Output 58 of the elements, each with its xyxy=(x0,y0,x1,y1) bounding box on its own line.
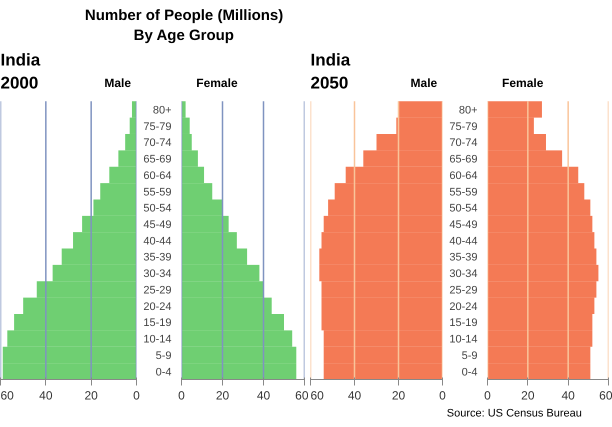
y-tick-label: 50-54 xyxy=(449,202,478,215)
y-tick-label: 0-4 xyxy=(462,366,478,378)
x-tick-label: 20 xyxy=(216,388,230,402)
y-tick-label: 15-19 xyxy=(143,317,172,330)
y-tick-label: 30-34 xyxy=(449,268,478,280)
series-label: Male xyxy=(410,76,438,90)
source-note: Source: US Census Bureau xyxy=(446,408,582,420)
x-tick-label: 60 xyxy=(310,388,324,402)
y-tick-label: 50-54 xyxy=(143,202,172,215)
y-tick-label: 45-49 xyxy=(449,219,478,231)
x-tick-label: 0 xyxy=(133,388,140,402)
x-tick-label: 40 xyxy=(39,388,53,402)
chart-title: India 2050 xyxy=(310,50,351,92)
y-tick-label: 0-4 xyxy=(156,366,172,378)
x-tick-label: 40 xyxy=(256,388,270,402)
y-tick-label: 65-69 xyxy=(143,154,172,166)
y-tick-label: 65-69 xyxy=(449,154,478,166)
x-tick-label: 0 xyxy=(178,388,186,402)
y-tick-label: 70-74 xyxy=(449,137,478,150)
x-tick-label: 0 xyxy=(484,388,492,402)
series-label: Male xyxy=(104,76,132,90)
y-tick-label: 25-29 xyxy=(143,284,172,296)
x-tick-label: 20 xyxy=(521,388,535,402)
y-tick-label: 35-39 xyxy=(449,252,478,264)
x-tick-label: 40 xyxy=(561,388,576,402)
y-tick-label: 75-79 xyxy=(449,120,478,133)
x-tick-label: 60 xyxy=(599,388,612,402)
x-tick-label: 0 xyxy=(439,388,446,402)
y-tick-label: 45-49 xyxy=(143,219,172,231)
y-tick-label: 40-44 xyxy=(449,235,478,248)
x-tick-label: 20 xyxy=(392,388,406,402)
y-tick-label: 60-64 xyxy=(449,170,478,182)
y-tick-label: 10-14 xyxy=(143,334,172,346)
y-tick-label: 80+ xyxy=(458,104,478,116)
y-tick-label: 75-79 xyxy=(143,120,172,133)
y-tick-label: 70-74 xyxy=(143,137,172,150)
y-tick-label: 35-39 xyxy=(143,252,172,264)
y-tick-label: 10-14 xyxy=(449,334,478,346)
y-tick-label: 5-9 xyxy=(462,350,478,362)
y-tick-label: 20-24 xyxy=(143,300,172,313)
y-tick-label: 55-59 xyxy=(143,186,172,198)
y-tick-label: 30-34 xyxy=(143,268,172,280)
y-tick-label: 20-24 xyxy=(449,300,478,313)
chart-title: India 2000 xyxy=(0,50,41,92)
y-tick-label: 15-19 xyxy=(449,317,478,330)
x-tick-label: 20 xyxy=(84,388,98,402)
x-tick-label: 60 xyxy=(0,388,14,402)
y-tick-label: 80+ xyxy=(152,104,172,116)
x-tick-label: 40 xyxy=(348,388,362,402)
y-tick-label: 40-44 xyxy=(143,235,172,248)
text: Number of People (Millions) By Age Group xyxy=(84,6,284,44)
y-tick-label: 25-29 xyxy=(449,284,478,296)
y-tick-label: 55-59 xyxy=(449,186,478,198)
series-label: Female xyxy=(196,76,238,90)
y-tick-label: 60-64 xyxy=(143,170,172,182)
x-tick-label: 60 xyxy=(295,388,309,402)
series-label: Female xyxy=(502,76,544,90)
y-tick-label: 5-9 xyxy=(156,350,172,362)
